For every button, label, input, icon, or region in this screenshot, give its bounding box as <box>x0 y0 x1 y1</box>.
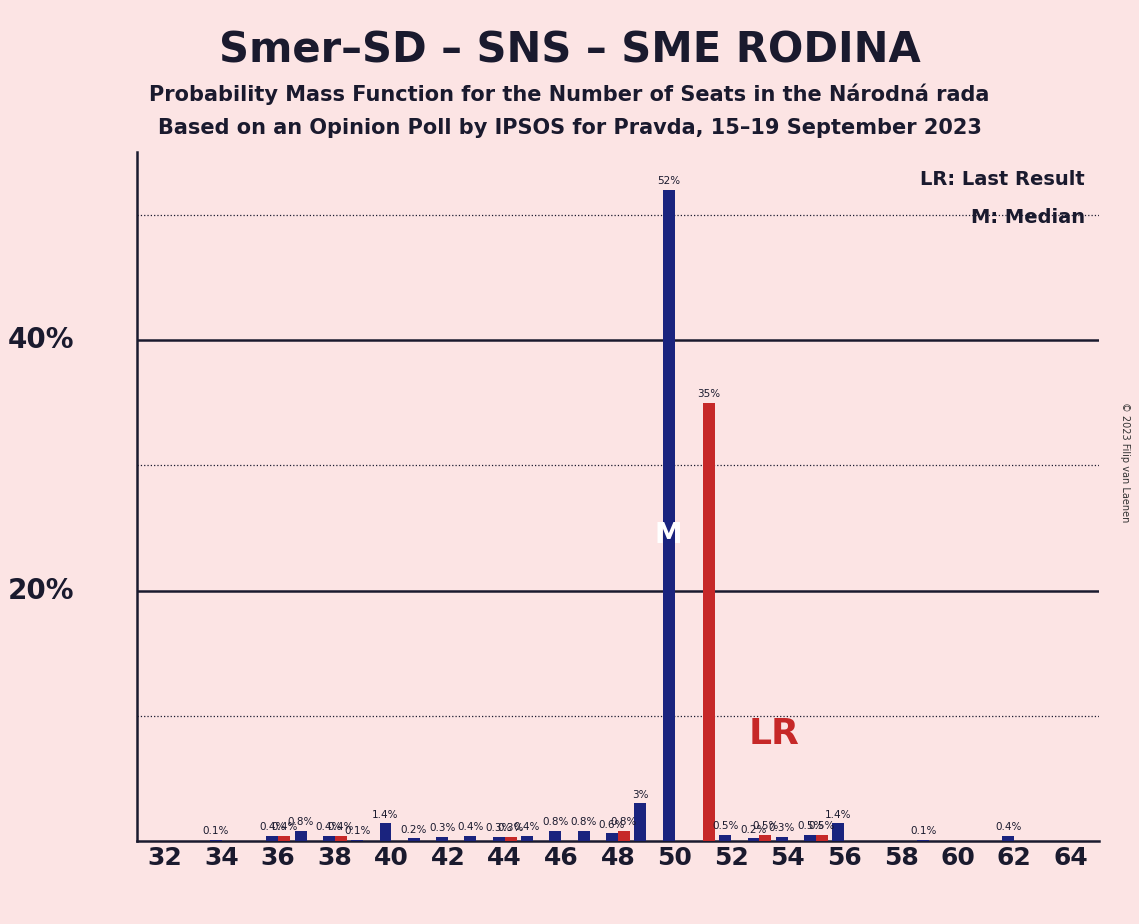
Text: 0.4%: 0.4% <box>457 822 484 833</box>
Bar <box>465 836 476 841</box>
Text: 0.8%: 0.8% <box>287 817 313 827</box>
Text: Based on an Opinion Poll by IPSOS for Pravda, 15–19 September 2023: Based on an Opinion Poll by IPSOS for Pr… <box>157 118 982 139</box>
Bar <box>776 837 788 841</box>
Text: Probability Mass Function for the Number of Seats in the Národná rada: Probability Mass Function for the Number… <box>149 83 990 104</box>
Text: 0.8%: 0.8% <box>571 817 597 827</box>
Text: 0.5%: 0.5% <box>797 821 823 831</box>
Bar <box>760 834 771 841</box>
Bar <box>493 837 505 841</box>
Text: 0.1%: 0.1% <box>203 826 229 836</box>
Bar <box>1002 836 1014 841</box>
Text: 0.4%: 0.4% <box>316 822 342 833</box>
Text: 3%: 3% <box>632 789 648 799</box>
Text: 0.4%: 0.4% <box>328 822 354 833</box>
Text: 20%: 20% <box>8 577 74 604</box>
Text: 0.6%: 0.6% <box>599 820 625 830</box>
Bar <box>663 190 674 841</box>
Text: 0.8%: 0.8% <box>611 817 637 827</box>
Text: 0.4%: 0.4% <box>995 822 1022 833</box>
Text: 0.8%: 0.8% <box>542 817 568 827</box>
Bar <box>804 834 816 841</box>
Text: 0.1%: 0.1% <box>910 826 936 836</box>
Text: 0.4%: 0.4% <box>259 822 286 833</box>
Text: 40%: 40% <box>8 326 74 354</box>
Bar <box>278 836 290 841</box>
Text: Smer–SD – SNS – SME RODINA: Smer–SD – SNS – SME RODINA <box>219 30 920 71</box>
Text: LR: Last Result: LR: Last Result <box>920 170 1084 188</box>
Bar <box>436 837 448 841</box>
Bar <box>210 840 222 841</box>
Text: 0.4%: 0.4% <box>271 822 297 833</box>
Text: 1.4%: 1.4% <box>825 809 852 820</box>
Bar <box>833 823 844 841</box>
Bar <box>379 823 392 841</box>
Text: 0.4%: 0.4% <box>514 822 540 833</box>
Text: © 2023 Filip van Laenen: © 2023 Filip van Laenen <box>1121 402 1130 522</box>
Text: 0.3%: 0.3% <box>498 823 524 833</box>
Bar <box>351 840 363 841</box>
Text: 0.3%: 0.3% <box>769 823 795 833</box>
Text: 0.3%: 0.3% <box>485 823 511 833</box>
Bar <box>634 803 646 841</box>
Text: 0.2%: 0.2% <box>740 824 767 834</box>
Text: 0.1%: 0.1% <box>344 826 370 836</box>
Bar <box>703 403 714 841</box>
Text: 52%: 52% <box>657 176 680 187</box>
Text: 0.5%: 0.5% <box>712 821 738 831</box>
Bar <box>408 838 420 841</box>
Bar <box>747 838 760 841</box>
Bar <box>267 836 278 841</box>
Bar <box>719 834 731 841</box>
Text: M: M <box>655 521 682 549</box>
Bar <box>295 831 306 841</box>
Bar <box>617 831 630 841</box>
Text: 0.5%: 0.5% <box>809 821 835 831</box>
Text: 0.5%: 0.5% <box>752 821 779 831</box>
Text: 0.3%: 0.3% <box>429 823 456 833</box>
Text: 0.2%: 0.2% <box>401 824 427 834</box>
Bar <box>917 840 929 841</box>
Bar <box>577 831 590 841</box>
Bar <box>816 834 828 841</box>
Bar <box>522 836 533 841</box>
Bar <box>505 837 517 841</box>
Bar <box>549 831 562 841</box>
Text: M: Median: M: Median <box>970 208 1084 226</box>
Bar <box>323 836 335 841</box>
Bar <box>335 836 346 841</box>
Bar <box>606 833 617 841</box>
Text: 1.4%: 1.4% <box>372 809 399 820</box>
Text: LR: LR <box>748 717 800 751</box>
Text: 35%: 35% <box>697 389 720 399</box>
